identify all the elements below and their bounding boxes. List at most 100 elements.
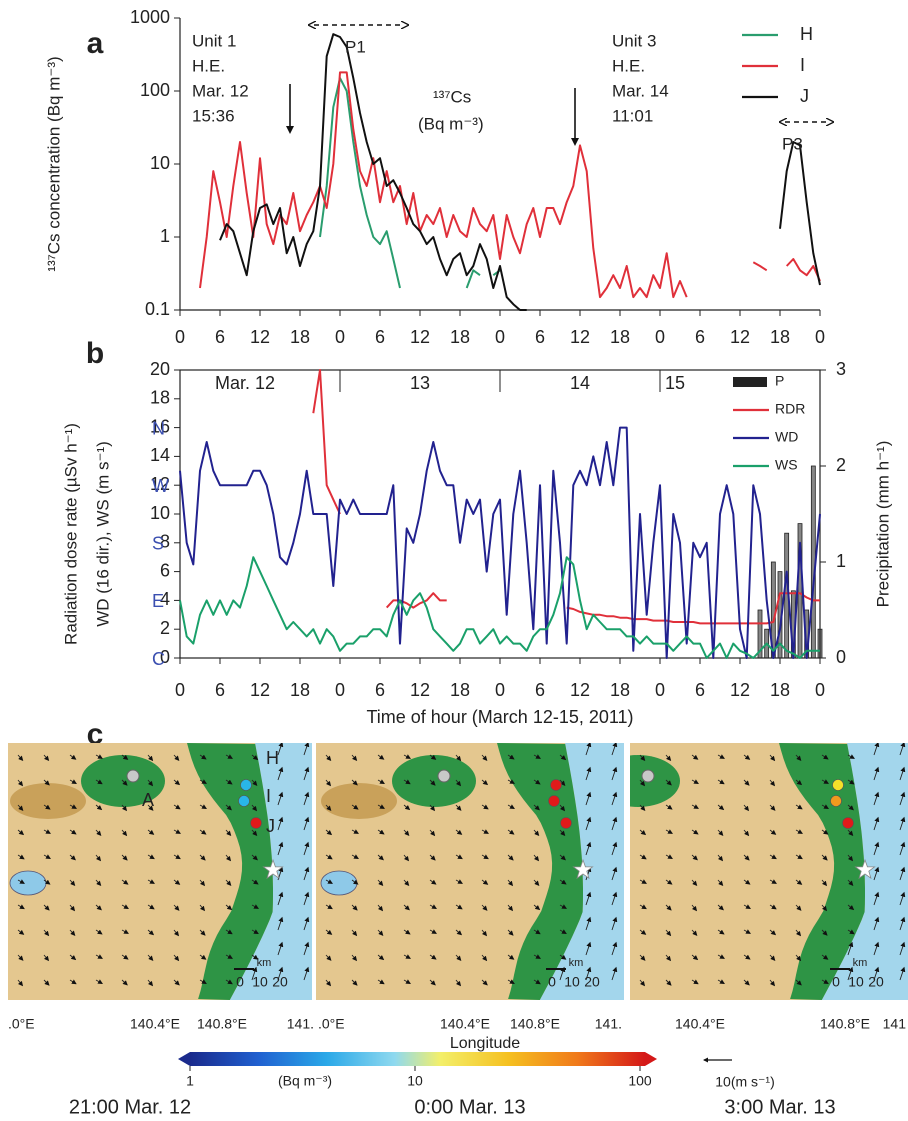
map-panel: km01020: [316, 743, 624, 1000]
x-tick-label: 12: [570, 680, 590, 700]
direction-label: S: [152, 534, 164, 554]
direction-label: W: [152, 476, 169, 496]
annotation: Unit 1: [192, 31, 236, 50]
annotation: 15:36: [192, 106, 235, 125]
scale-tick-label: 20: [584, 974, 600, 990]
site-a: [642, 770, 654, 782]
y2-tick-label: 3: [836, 359, 846, 379]
highland: [321, 783, 397, 819]
y-tick-label: 18: [150, 388, 170, 408]
y-tick-label: 2: [160, 618, 170, 638]
x-tick-label: 0: [815, 327, 825, 347]
series-line: [180, 557, 820, 658]
legend-label: J: [800, 86, 809, 106]
lake: [10, 871, 46, 895]
scale-tick-label: 0: [236, 974, 244, 990]
x-tick-label: 12: [250, 327, 270, 347]
x-tick-label: 0: [175, 327, 185, 347]
annotation: H.E.: [612, 56, 645, 75]
precipitation-bar: [818, 629, 822, 658]
annotation: P1: [345, 37, 366, 56]
x-tick-label: 18: [290, 680, 310, 700]
legend-label: WD: [775, 429, 798, 445]
station-label: H: [266, 748, 279, 768]
annotation: (Bq m⁻³): [418, 114, 484, 133]
scale-tick-label: 0: [548, 974, 556, 990]
x-tick-label: 6: [535, 327, 545, 347]
station-label: J: [266, 816, 275, 836]
y-tick-label: 1: [160, 226, 170, 246]
day-label: 14: [570, 373, 590, 393]
colorbar-end: [645, 1052, 657, 1066]
scale-label: km: [569, 957, 584, 969]
x-tick-label: 18: [770, 680, 790, 700]
x-tick-label: 0: [655, 327, 665, 347]
annotation: H.E.: [192, 56, 225, 75]
colorbar-tick-label: 10: [407, 1073, 423, 1089]
annotation: Unit 3: [612, 31, 656, 50]
lake: [321, 871, 357, 895]
legend-label: I: [800, 55, 805, 75]
x-tick-label: 0: [815, 680, 825, 700]
x-tick-label: 12: [410, 680, 430, 700]
annotation: Mar. 14: [612, 81, 669, 100]
colorbar-end: [178, 1052, 190, 1066]
x-tick-label: 0: [495, 680, 505, 700]
scale-label: km: [257, 957, 272, 969]
station: [831, 796, 842, 807]
y-axis-title: ¹³⁷Cs concentration (Bq m⁻³): [44, 56, 63, 271]
y2-tick-label: 1: [836, 551, 846, 571]
lon-label: .0°E: [8, 1016, 35, 1032]
y-tick-label: 0.1: [145, 299, 170, 319]
y-tick-label: 6: [160, 560, 170, 580]
x-tick-label: 0: [655, 680, 665, 700]
series-line: [200, 72, 820, 297]
station: [833, 780, 844, 791]
scale-tick-label: 0: [832, 974, 840, 990]
series-line: [320, 78, 500, 288]
y-axis-title: WD (16 dir.), WS (m s⁻¹): [93, 441, 112, 627]
lon-label: 140.4°E: [675, 1016, 725, 1032]
y-tick-label: 10: [150, 153, 170, 173]
annotation: P3: [782, 134, 803, 153]
lon-label: 140.4°E: [440, 1016, 490, 1032]
x-tick-label: 0: [335, 327, 345, 347]
legend-label: RDR: [775, 401, 805, 417]
scale-tick-label: 20: [272, 974, 288, 990]
annotation: Mar. 12: [192, 81, 249, 100]
x-tick-label: 6: [375, 327, 385, 347]
map-panel: HIJAkm01020: [8, 743, 312, 1000]
direction-label: N: [152, 418, 165, 438]
station-label: A: [142, 790, 154, 810]
panel-time: 0:00 Mar. 13: [414, 1096, 525, 1118]
x-tick-label: 12: [410, 327, 430, 347]
lon-label: 141: [883, 1016, 907, 1032]
x-tick-label: 18: [450, 680, 470, 700]
y-tick-label: 10: [150, 503, 170, 523]
x-tick-label: 18: [290, 327, 310, 347]
x-tick-label: 0: [495, 327, 505, 347]
lon-label: 140.8°E: [820, 1016, 870, 1032]
x-tick-label: 12: [730, 327, 750, 347]
series-line: [220, 34, 820, 310]
station: [549, 796, 560, 807]
day-label: 15: [665, 373, 685, 393]
scale-tick-label: 20: [868, 974, 884, 990]
station: [251, 818, 262, 829]
station: [551, 780, 562, 791]
y-tick-label: 20: [150, 359, 170, 379]
lon-label: 140.8°E: [510, 1016, 560, 1032]
lon-label: 140.4°E: [130, 1016, 180, 1032]
x-tick-label: 0: [175, 680, 185, 700]
x-tick-label: 6: [535, 680, 545, 700]
panel-time: 3:00 Mar. 13: [724, 1096, 835, 1118]
x-tick-label: 18: [450, 327, 470, 347]
lon-label: 140.8°E: [197, 1016, 247, 1032]
x-axis-title: Time of hour (March 12-15, 2011): [366, 707, 633, 727]
direction-label: E: [152, 591, 164, 611]
day-label: Mar. 12: [215, 373, 275, 393]
station: [239, 796, 250, 807]
x-axis-title: Longitude: [450, 1035, 520, 1052]
x-tick-label: 6: [375, 680, 385, 700]
colorbar: [190, 1052, 645, 1066]
